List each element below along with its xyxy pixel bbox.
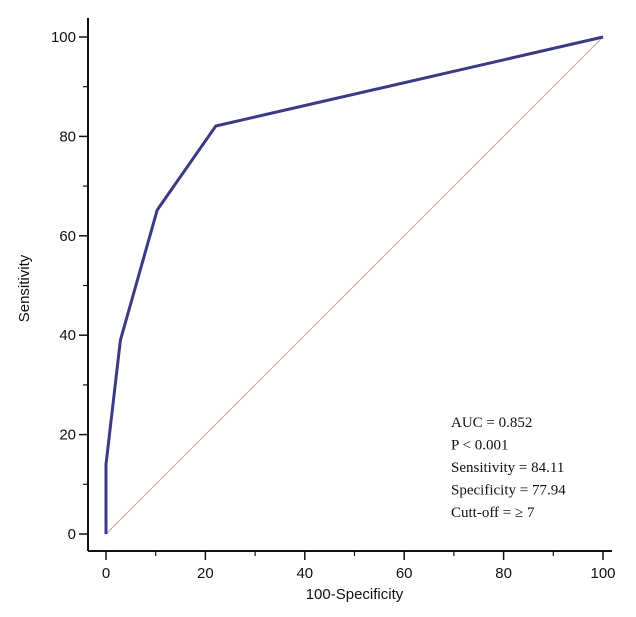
- y-axis-ticks: 0 20 40 60 80 100: [51, 29, 88, 543]
- annotation-specificity: Specificity = 77.94: [451, 483, 566, 499]
- reference-diagonal-line: [105, 36, 604, 535]
- y-tick-label: 40: [59, 327, 76, 344]
- x-tick-label: 80: [495, 565, 512, 582]
- annotation-sensitivity: Sensitivity = 84.11: [451, 460, 564, 476]
- y-tick-label: 80: [59, 128, 76, 145]
- x-axis-ticks: 0 20 40 60 80 100: [102, 551, 616, 582]
- y-tick-label: 100: [51, 29, 76, 46]
- reference-diagonal-layer: [105, 36, 604, 535]
- y-tick-label: 0: [68, 526, 76, 543]
- y-axis-label: Sensitivity: [16, 254, 33, 322]
- annotation-auc: AUC = 0.852: [451, 415, 532, 431]
- x-tick-label: 60: [396, 565, 413, 582]
- x-tick-label: 0: [102, 565, 110, 582]
- roc-curve-line: [104, 35, 604, 534]
- axes: [87, 18, 612, 552]
- x-tick-label: 40: [296, 565, 313, 582]
- x-tick-label: 20: [197, 565, 214, 582]
- y-tick-label: 20: [59, 427, 76, 444]
- annotation-cutoff: Cutt-off = ≥ 7: [451, 505, 535, 521]
- x-axis-label: 100-Specificity: [306, 586, 404, 603]
- annotation-p-value: P < 0.001: [451, 438, 509, 454]
- roc-curve-layer: [104, 35, 604, 534]
- y-tick-label: 60: [59, 228, 76, 245]
- statistics-annotation-box: AUC = 0.852 P < 0.001 Sensitivity = 84.1…: [451, 415, 566, 521]
- x-tick-label: 100: [590, 565, 615, 582]
